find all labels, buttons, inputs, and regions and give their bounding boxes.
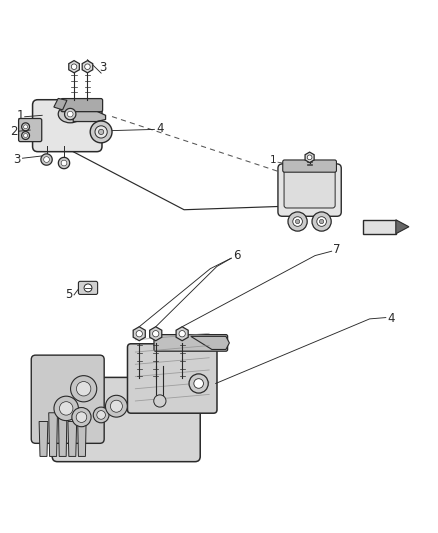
Circle shape xyxy=(194,378,203,388)
Text: 3: 3 xyxy=(99,61,107,74)
Circle shape xyxy=(60,402,73,415)
Polygon shape xyxy=(136,330,142,337)
Text: 4: 4 xyxy=(156,123,164,135)
Polygon shape xyxy=(71,64,77,69)
Text: 1: 1 xyxy=(17,109,24,123)
Polygon shape xyxy=(21,123,29,131)
Circle shape xyxy=(312,212,331,231)
Text: 2: 2 xyxy=(10,125,18,138)
Polygon shape xyxy=(64,108,76,120)
Polygon shape xyxy=(68,422,77,456)
Polygon shape xyxy=(191,336,230,350)
Circle shape xyxy=(106,395,127,417)
Circle shape xyxy=(293,217,302,227)
Polygon shape xyxy=(41,154,52,165)
FancyBboxPatch shape xyxy=(61,99,102,112)
Polygon shape xyxy=(152,330,159,337)
FancyBboxPatch shape xyxy=(18,118,42,142)
Text: 5: 5 xyxy=(65,288,72,301)
Circle shape xyxy=(97,410,106,419)
Text: 3: 3 xyxy=(14,153,21,166)
Circle shape xyxy=(90,121,112,143)
Text: 1: 1 xyxy=(270,156,277,165)
Text: 6: 6 xyxy=(233,249,240,262)
Circle shape xyxy=(154,395,166,407)
Ellipse shape xyxy=(58,106,82,123)
Circle shape xyxy=(95,126,107,138)
Polygon shape xyxy=(85,64,90,69)
Text: 4: 4 xyxy=(388,312,395,325)
Polygon shape xyxy=(49,413,57,456)
Circle shape xyxy=(319,220,324,224)
Polygon shape xyxy=(78,413,86,456)
FancyBboxPatch shape xyxy=(363,220,396,234)
Circle shape xyxy=(77,382,91,396)
Circle shape xyxy=(99,130,104,134)
Circle shape xyxy=(71,376,97,402)
Polygon shape xyxy=(67,111,73,117)
Polygon shape xyxy=(24,134,28,138)
Circle shape xyxy=(72,408,91,427)
FancyBboxPatch shape xyxy=(154,335,228,351)
Polygon shape xyxy=(44,157,49,163)
FancyBboxPatch shape xyxy=(52,377,200,462)
Circle shape xyxy=(288,212,307,231)
Polygon shape xyxy=(39,422,48,456)
Polygon shape xyxy=(176,327,188,341)
FancyBboxPatch shape xyxy=(32,100,102,152)
Polygon shape xyxy=(69,61,79,73)
Polygon shape xyxy=(58,404,67,456)
FancyBboxPatch shape xyxy=(278,164,341,216)
Polygon shape xyxy=(396,220,409,234)
Text: FWD: FWD xyxy=(367,222,389,231)
Polygon shape xyxy=(179,330,185,337)
Polygon shape xyxy=(21,132,29,140)
FancyBboxPatch shape xyxy=(78,281,98,294)
Circle shape xyxy=(317,217,326,227)
Polygon shape xyxy=(133,327,145,341)
FancyBboxPatch shape xyxy=(284,170,335,208)
FancyBboxPatch shape xyxy=(283,160,336,172)
Polygon shape xyxy=(54,99,67,110)
FancyBboxPatch shape xyxy=(127,344,217,413)
Polygon shape xyxy=(24,125,28,129)
Circle shape xyxy=(93,407,109,423)
Polygon shape xyxy=(305,152,314,163)
Circle shape xyxy=(54,396,78,421)
Polygon shape xyxy=(61,160,67,166)
Polygon shape xyxy=(73,111,106,122)
Circle shape xyxy=(295,220,300,224)
Polygon shape xyxy=(58,157,70,169)
Polygon shape xyxy=(82,61,93,73)
Polygon shape xyxy=(150,327,162,341)
FancyBboxPatch shape xyxy=(31,355,104,443)
Text: 7: 7 xyxy=(333,244,341,256)
Circle shape xyxy=(110,400,122,412)
Circle shape xyxy=(76,412,87,423)
Circle shape xyxy=(84,284,92,292)
Circle shape xyxy=(189,374,208,393)
Polygon shape xyxy=(307,155,312,160)
